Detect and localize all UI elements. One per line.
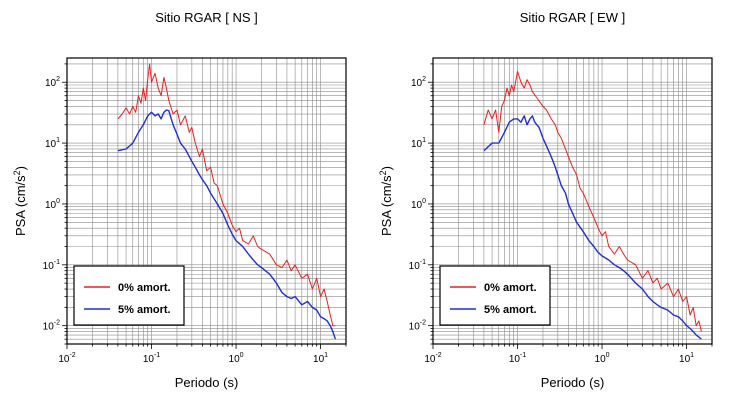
x-tick-label-exp: -2: [435, 352, 441, 359]
y-tick-label-exp: -1: [420, 259, 426, 266]
legend-label-1: 5% amort.: [484, 304, 537, 316]
x-tick-label: 10-2: [424, 352, 441, 365]
x-tick-label-exp: 1: [690, 352, 694, 359]
x-tick-label: 101: [679, 352, 694, 365]
legend: 0% amort. 5% amort.: [439, 265, 551, 326]
y-tick-label-exp: -1: [54, 259, 60, 266]
x-tick-label-base: 10: [143, 354, 155, 365]
y-tick-label-base: 10: [45, 78, 57, 89]
legend-label-0: 0% amort.: [118, 282, 171, 294]
y-tick-label-base: 10: [409, 322, 421, 333]
x-tick-label-base: 10: [58, 354, 70, 365]
x-tick-label-base: 10: [313, 354, 325, 365]
y-tick-label-exp: 0: [422, 198, 426, 205]
y-tick-label-exp: -2: [54, 320, 60, 327]
y-axis-label: PSA (cm/s2): [12, 166, 28, 236]
x-tick-label-exp: -2: [69, 352, 75, 359]
series-line-1: [483, 115, 702, 340]
plot-frame: [432, 57, 713, 345]
x-tick-label: 10-1: [143, 352, 160, 365]
y-tick-label: 10-1: [409, 259, 426, 272]
y-axis-label: PSA (cm/s2): [378, 166, 394, 236]
y-tick-label-base: 10: [45, 139, 57, 150]
x-tick-label-base: 10: [509, 354, 521, 365]
y-tick-label-base: 10: [411, 78, 423, 89]
x-tick-label-exp: 0: [240, 352, 244, 359]
legend-label-0: 0% amort.: [484, 282, 537, 294]
series-line-0: [117, 63, 336, 327]
y-axis-label-main: PSA (cm/s: [379, 175, 394, 236]
x-tick-label: 10-1: [509, 352, 526, 365]
y-tick-label-base: 10: [411, 200, 423, 211]
x-tick-label: 101: [313, 352, 328, 365]
y-tick-label-exp: 2: [56, 76, 60, 83]
y-tick-label: 10-2: [43, 320, 60, 333]
y-tick-label: 102: [411, 76, 426, 89]
y-tick-label: 10-2: [409, 320, 426, 333]
x-tick-label: 100: [595, 352, 610, 365]
y-tick-label-exp: 1: [56, 137, 60, 144]
y-axis-label-main: PSA (cm/s: [13, 175, 28, 236]
series-line-1: [117, 109, 337, 340]
x-axis-label: Periodo (s): [541, 375, 605, 390]
x-tick-label-exp: 0: [606, 352, 610, 359]
axis-ticks: [62, 63, 347, 349]
x-tick-label: 10-2: [58, 352, 75, 365]
x-axis-label: Periodo (s): [175, 375, 239, 390]
x-tick-label-exp: -1: [520, 352, 526, 359]
y-tick-label-base: 10: [43, 261, 55, 272]
x-tick-label-exp: -1: [154, 352, 160, 359]
y-tick-label: 10-1: [43, 259, 60, 272]
y-tick-label: 101: [411, 137, 426, 150]
y-tick-label-exp: 1: [422, 137, 426, 144]
y-tick-label-base: 10: [411, 139, 423, 150]
legend: 0% amort. 5% amort.: [73, 265, 185, 326]
y-tick-label-base: 10: [45, 200, 57, 211]
chart-title: Sitio RGAR [ EW ]: [520, 10, 625, 25]
y-tick-label-base: 10: [409, 261, 421, 272]
y-axis-label-sup: 2: [12, 170, 22, 175]
series-line-0: [483, 71, 702, 332]
legend-label-1: 5% amort.: [118, 304, 171, 316]
x-tick-label-base: 10: [424, 354, 436, 365]
y-tick-label: 101: [45, 137, 60, 150]
plot-frame: [66, 57, 347, 345]
chart-title: Sitio RGAR [ NS ]: [155, 10, 258, 25]
x-tick-label-exp: 1: [324, 352, 328, 359]
legend-box: [73, 265, 185, 326]
y-tick-label-base: 10: [43, 322, 55, 333]
x-tick-label-base: 10: [679, 354, 691, 365]
y-axis-label-close: ): [379, 166, 394, 170]
x-tick-label: 100: [229, 352, 244, 365]
y-tick-label-exp: 0: [56, 198, 60, 205]
y-tick-label: 102: [45, 76, 60, 89]
y-tick-label-exp: -2: [420, 320, 426, 327]
y-tick-label: 100: [45, 198, 60, 211]
x-tick-label-base: 10: [595, 354, 607, 365]
y-tick-label-exp: 2: [422, 76, 426, 83]
y-axis-label-close: ): [13, 166, 28, 170]
y-tick-label: 100: [411, 198, 426, 211]
y-axis-label-sup: 2: [378, 170, 388, 175]
x-tick-label-base: 10: [229, 354, 241, 365]
legend-box: [439, 265, 551, 326]
axis-ticks: [428, 63, 713, 349]
